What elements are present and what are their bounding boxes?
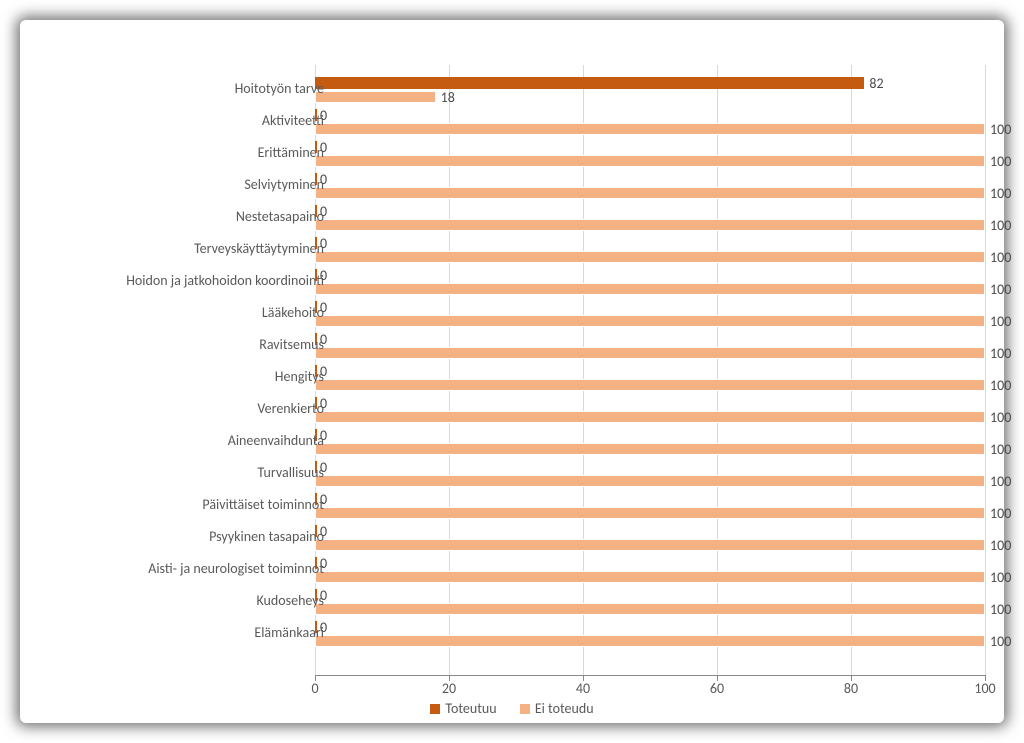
x-tick-label: 100 xyxy=(974,680,995,697)
bar-toteutuu xyxy=(315,77,864,89)
bar-value-label: 100 xyxy=(990,473,1011,490)
bar-ei-toteudu xyxy=(315,347,985,359)
chart-frame: 0204060801008218010001000100010001000100… xyxy=(20,20,1004,723)
category-label: Elämänkaari xyxy=(44,624,324,641)
bar-row: 0100 xyxy=(315,585,985,617)
bar-ei-toteudu xyxy=(315,571,985,583)
bar-ei-toteudu xyxy=(315,155,985,167)
category-label: Aisti- ja neurologiset toiminnot xyxy=(44,560,324,577)
bar-value-label: 100 xyxy=(990,313,1011,330)
bar-value-label: 100 xyxy=(990,249,1011,266)
category-label: Erittäminen xyxy=(44,144,324,161)
category-label: Nestetasapaino xyxy=(44,208,324,225)
bar-ei-toteudu xyxy=(315,603,985,615)
bar-row: 0100 xyxy=(315,617,985,649)
bar-value-label: 100 xyxy=(990,345,1011,362)
chart-outer: 0204060801008218010001000100010001000100… xyxy=(0,0,1024,743)
bar-ei-toteudu xyxy=(315,219,985,231)
bar-value-label: 100 xyxy=(990,153,1011,170)
bar-value-label: 100 xyxy=(990,569,1011,586)
bar-row: 0100 xyxy=(315,329,985,361)
category-label: Terveyskäyttäytyminen xyxy=(44,240,324,257)
bar-value-label: 100 xyxy=(990,409,1011,426)
bar-value-label: 100 xyxy=(990,281,1011,298)
bar-value-label: 18 xyxy=(441,89,455,106)
bar-row: 0100 xyxy=(315,489,985,521)
x-tick-label: 60 xyxy=(710,680,724,697)
bar-row: 0100 xyxy=(315,361,985,393)
bar-row: 0100 xyxy=(315,169,985,201)
bar-ei-toteudu xyxy=(315,123,985,135)
legend-item-toteutuu: Toteutuu xyxy=(430,700,496,717)
bar-ei-toteudu xyxy=(315,635,985,647)
bar-ei-toteudu xyxy=(315,507,985,519)
legend-swatch-toteutuu xyxy=(430,704,440,714)
plot-area: 0204060801008218010001000100010001000100… xyxy=(315,65,985,675)
bar-value-label: 100 xyxy=(990,537,1011,554)
category-label: Aineenvaihdunta xyxy=(44,432,324,449)
bar-row: 0100 xyxy=(315,265,985,297)
bar-row: 0100 xyxy=(315,393,985,425)
bar-row: 0100 xyxy=(315,521,985,553)
category-label: Hoitotyön tarve xyxy=(44,80,324,97)
bar-value-label: 100 xyxy=(990,217,1011,234)
bar-row: 0100 xyxy=(315,201,985,233)
bar-ei-toteudu xyxy=(315,283,985,295)
bar-ei-toteudu xyxy=(315,379,985,391)
bar-ei-toteudu xyxy=(315,315,985,327)
category-label: Selviytyminen xyxy=(44,176,324,193)
bar-row: 0100 xyxy=(315,233,985,265)
bar-row: 0100 xyxy=(315,105,985,137)
category-label: Hengitys xyxy=(44,368,324,385)
bar-ei-toteudu xyxy=(315,187,985,199)
bar-value-label: 82 xyxy=(869,75,883,92)
x-axis xyxy=(315,675,985,676)
bar-ei-toteudu xyxy=(315,91,436,103)
legend-label-toteutuu: Toteutuu xyxy=(445,700,496,717)
bar-value-label: 100 xyxy=(990,633,1011,650)
category-label: Verenkierto xyxy=(44,400,324,417)
bar-row: 0100 xyxy=(315,457,985,489)
bar-value-label: 100 xyxy=(990,505,1011,522)
bar-value-label: 100 xyxy=(990,377,1011,394)
legend: Toteutuu Ei toteudu xyxy=(20,700,1004,718)
category-label: Hoidon ja jatkohoidon koordinointi xyxy=(44,272,324,289)
category-label: Turvallisuus xyxy=(44,464,324,481)
legend-label-ei-toteudu: Ei toteudu xyxy=(535,700,594,717)
bar-value-label: 100 xyxy=(990,121,1011,138)
bar-row: 0100 xyxy=(315,297,985,329)
category-label: Psyykinen tasapaino xyxy=(44,528,324,545)
category-label: Päivittäiset toiminnot xyxy=(44,496,324,513)
bar-value-label: 100 xyxy=(990,185,1011,202)
x-tick-label: 20 xyxy=(442,680,456,697)
bar-value-label: 100 xyxy=(990,601,1011,618)
bar-ei-toteudu xyxy=(315,475,985,487)
gridline xyxy=(985,65,986,675)
bar-ei-toteudu xyxy=(315,411,985,423)
bar-row: 0100 xyxy=(315,553,985,585)
x-tick-label: 0 xyxy=(311,680,318,697)
bar-row: 82 18 xyxy=(315,73,985,105)
bar-ei-toteudu xyxy=(315,251,985,263)
category-label: Lääkehoito xyxy=(44,304,324,321)
bar-ei-toteudu xyxy=(315,443,985,455)
x-tick-label: 80 xyxy=(844,680,858,697)
bar-ei-toteudu xyxy=(315,539,985,551)
category-label: Aktiviteetti xyxy=(44,112,324,129)
bar-row: 0100 xyxy=(315,425,985,457)
category-label: Kudoseheys xyxy=(44,592,324,609)
legend-swatch-ei-toteudu xyxy=(520,704,530,714)
category-label: Ravitsemus xyxy=(44,336,324,353)
x-tick-label: 40 xyxy=(576,680,590,697)
bar-row: 0100 xyxy=(315,137,985,169)
bar-value-label: 100 xyxy=(990,441,1011,458)
legend-item-ei-toteudu: Ei toteudu xyxy=(520,700,594,717)
